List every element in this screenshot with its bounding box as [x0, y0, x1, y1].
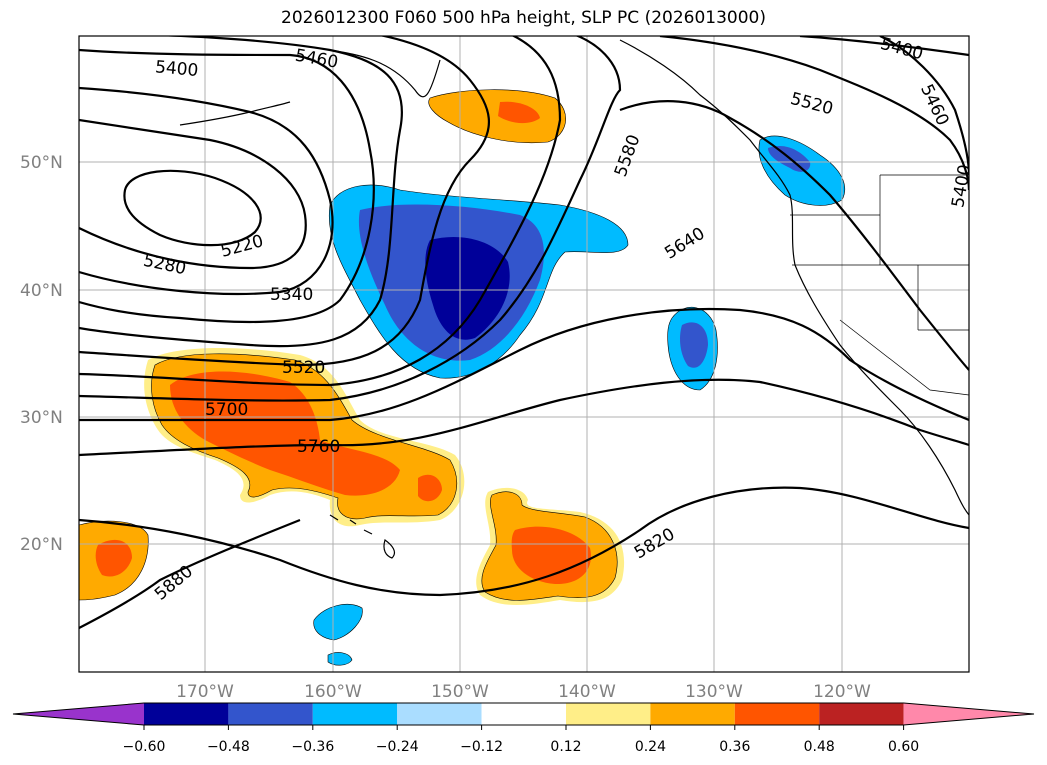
- colorbar-tick-label: −0.12: [460, 739, 503, 755]
- colorbar-segment: [397, 703, 482, 725]
- lat-label: 20°N: [20, 535, 63, 555]
- colorbar-tick-label: −0.36: [291, 739, 334, 755]
- colorbar-tick-label: 0.12: [550, 739, 581, 755]
- latitude-labels: 50°N 40°N 30°N 20°N: [20, 153, 63, 555]
- colorbar-tick-label: 0.24: [635, 739, 666, 755]
- lon-label: 170°W: [176, 682, 234, 702]
- longitude-labels: 170°W 160°W 150°W 140°W 130°W 120°W: [176, 682, 871, 702]
- lat-label: 40°N: [20, 281, 63, 301]
- colorbar-segment: [650, 703, 735, 725]
- colorbar-segment: [566, 703, 651, 725]
- positive-anomaly-southwest: [79, 520, 149, 601]
- colorbar-segment: [228, 703, 313, 725]
- colorbar-tick-label: 0.36: [719, 739, 750, 755]
- colorbar-tick-label: 0.48: [804, 739, 835, 755]
- positive-anomaly-subtropical: [144, 348, 465, 527]
- colorbar-extend-low: [13, 703, 144, 725]
- contour-label: 5340: [270, 285, 313, 305]
- lon-label: 160°W: [304, 682, 362, 702]
- height-contours: [79, 36, 969, 629]
- contour-label: 5400: [948, 163, 975, 209]
- colorbar-tick-label: −0.24: [376, 739, 419, 755]
- colorbar: −0.60 −0.48 −0.36 −0.24 −0.12 0.12 0.24 …: [12, 702, 1035, 755]
- state-borders: [790, 174, 969, 396]
- negative-anomaly-south-1: [313, 604, 363, 641]
- contour-label: 5400: [154, 57, 199, 81]
- positive-anomaly-north: [428, 89, 566, 144]
- colorbar-segment: [819, 703, 904, 725]
- contour-label: 5700: [205, 400, 248, 420]
- lon-label: 130°W: [685, 682, 743, 702]
- colorbar-segment: [312, 703, 398, 725]
- lat-label: 30°N: [20, 408, 63, 428]
- colorbar-segment: [481, 703, 566, 725]
- contour-label: 5760: [297, 437, 340, 457]
- contour-label: 5520: [282, 358, 325, 378]
- colorbar-segment: [144, 703, 229, 725]
- colorbar-tick-label: 0.60: [888, 739, 919, 755]
- colorbar-tick-label: −0.60: [123, 739, 166, 755]
- map-title: 2026012300 F060 500 hPa height, SLP PC (…: [281, 8, 766, 28]
- colorbar-extend-high: [903, 703, 1034, 725]
- colorbar-segment: [734, 703, 820, 725]
- lon-label: 150°W: [431, 682, 489, 702]
- lat-label: 50°N: [20, 153, 63, 173]
- negative-anomaly-offshore: [667, 307, 718, 391]
- colorbar-tick-label: −0.48: [207, 739, 250, 755]
- map-frame: [78, 35, 970, 673]
- lon-label: 120°W: [813, 682, 871, 702]
- lon-label: 140°W: [558, 682, 616, 702]
